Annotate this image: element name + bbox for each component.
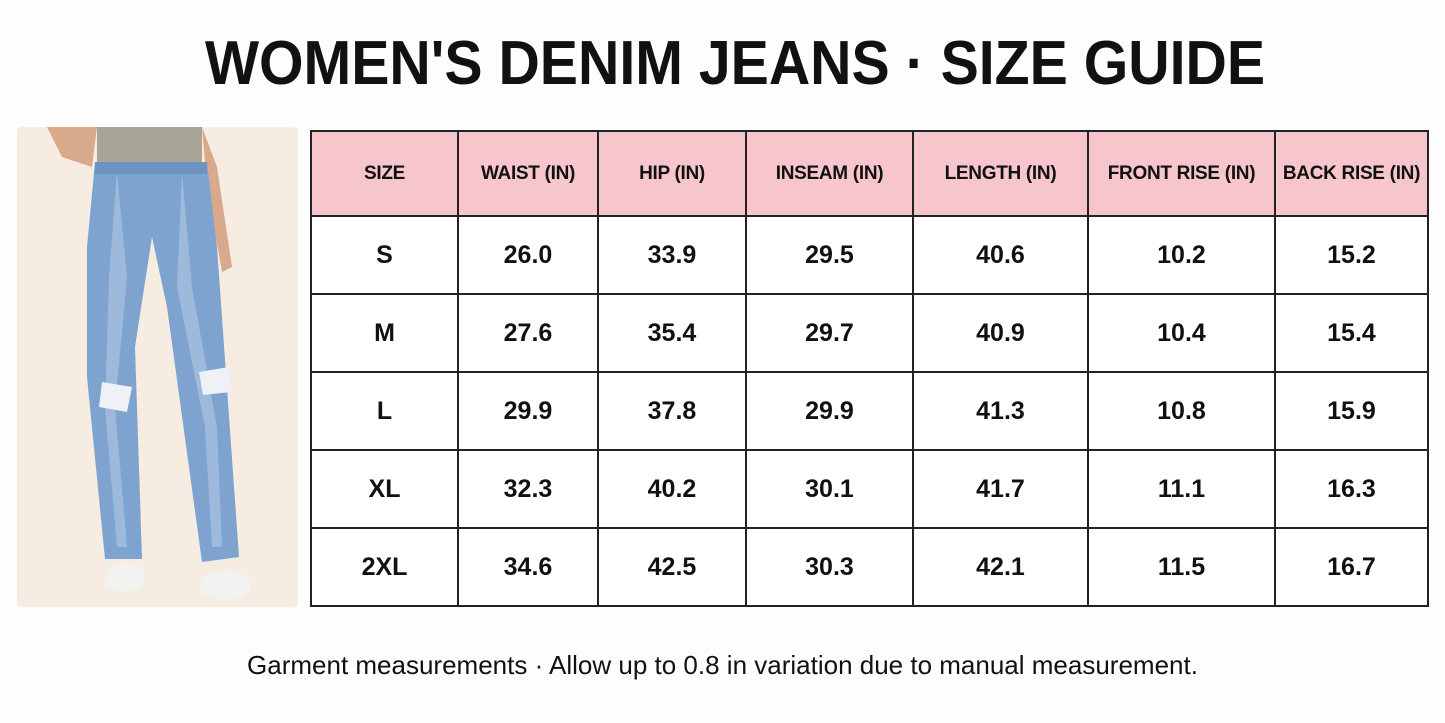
- measurement-cell: 30.3: [745, 527, 914, 607]
- measurement-cell: 11.1: [1087, 449, 1276, 529]
- size-cell: L: [310, 371, 459, 451]
- table-row: 2XL 34.6 42.5 30.3 42.1 11.5 16.7: [310, 527, 1429, 607]
- measurement-cell: 29.5: [745, 215, 914, 295]
- measurement-cell: 29.9: [457, 371, 599, 451]
- measurement-cell: 16.7: [1274, 527, 1429, 607]
- measurement-cell: 40.6: [912, 215, 1089, 295]
- measurement-cell: 41.3: [912, 371, 1089, 451]
- measurement-cell: 10.2: [1087, 215, 1276, 295]
- measurement-cell: 11.5: [1087, 527, 1276, 607]
- column-header: FRONT RISE (IN): [1087, 130, 1276, 217]
- measurement-cell: 26.0: [457, 215, 599, 295]
- column-header: HIP (IN): [597, 130, 747, 217]
- product-photo: [17, 127, 298, 607]
- size-cell: XL: [310, 449, 459, 529]
- column-header: SIZE: [310, 130, 459, 217]
- measurement-cell: 40.9: [912, 293, 1089, 373]
- column-header: LENGTH (IN): [912, 130, 1089, 217]
- measurement-cell: 33.9: [597, 215, 747, 295]
- header-row: SIZE WAIST (IN) HIP (IN) INSEAM (IN) LENGTH …: [310, 130, 1429, 217]
- measurement-cell: 35.4: [597, 293, 747, 373]
- measurement-cell: 42.1: [912, 527, 1089, 607]
- measurement-cell: 16.3: [1274, 449, 1429, 529]
- footer-note: Garment measurements · Allow up to 0.8 i…: [247, 650, 1198, 680]
- column-header: INSEAM (IN): [745, 130, 914, 217]
- table-row: L 29.9 37.8 29.9 41.3 10.8 15.9: [310, 371, 1429, 451]
- column-header: BACK RISE (IN): [1274, 130, 1429, 217]
- size-cell: S: [310, 215, 459, 295]
- measurement-cell: 15.4: [1274, 293, 1429, 373]
- measurement-cell: 34.6: [457, 527, 599, 607]
- measurement-cell: 41.7: [912, 449, 1089, 529]
- column-header: WAIST (IN): [457, 130, 599, 217]
- measurement-cell: 10.8: [1087, 371, 1276, 451]
- title-area: WOMEN'S DENIM JEANS · SIZE GUIDE: [205, 29, 1265, 98]
- measurement-cell: 10.4: [1087, 293, 1276, 373]
- page-title: WOMEN'S DENIM JEANS · SIZE GUIDE: [205, 29, 1265, 98]
- measurement-cell: 15.2: [1274, 215, 1429, 295]
- measurement-cell: 15.9: [1274, 371, 1429, 451]
- measurement-cell: 30.1: [745, 449, 914, 529]
- measurement-cell: 40.2: [597, 449, 747, 529]
- measurement-cell: 32.3: [457, 449, 599, 529]
- measurement-cell: 27.6: [457, 293, 599, 373]
- size-table: SIZE WAIST (IN) HIP (IN) INSEAM (IN) LENGTH …: [310, 130, 1429, 607]
- table-row: M 27.6 35.4 29.7 40.9 10.4 15.4: [310, 293, 1429, 373]
- table-row: S 26.0 33.9 29.5 40.6 10.2 15.2: [310, 215, 1429, 295]
- table-row: XL 32.3 40.2 30.1 41.7 11.1 16.3: [310, 449, 1429, 529]
- measurement-cell: 37.8: [597, 371, 747, 451]
- measurement-cell: 29.7: [745, 293, 914, 373]
- size-cell: M: [310, 293, 459, 373]
- size-cell: 2XL: [310, 527, 459, 607]
- measurement-cell: 42.5: [597, 527, 747, 607]
- measurement-cell: 29.9: [745, 371, 914, 451]
